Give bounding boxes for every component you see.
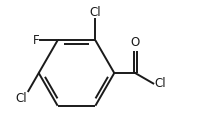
Text: Cl: Cl (16, 92, 28, 105)
Text: O: O (130, 36, 140, 49)
Text: Cl: Cl (89, 6, 101, 19)
Text: Cl: Cl (154, 77, 166, 90)
Text: F: F (32, 34, 39, 47)
